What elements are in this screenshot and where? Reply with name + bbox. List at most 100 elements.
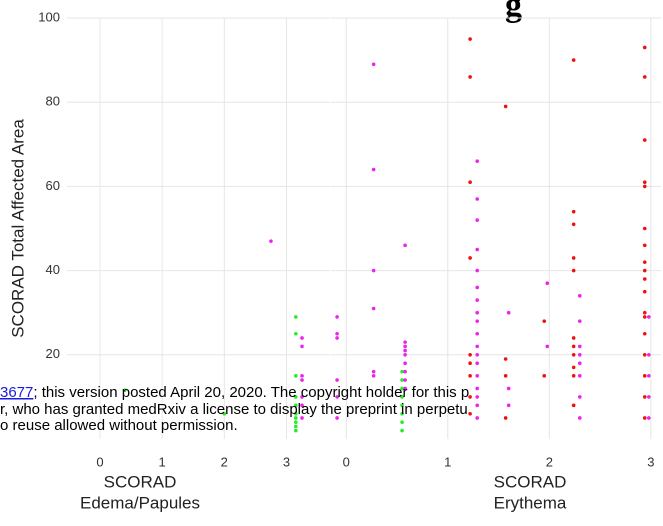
x-tick-label: 3 [647, 454, 654, 469]
point [371, 167, 376, 172]
point [475, 386, 480, 391]
point [475, 331, 480, 336]
point [571, 222, 576, 227]
x-tick-label: 0 [96, 454, 103, 469]
point [335, 315, 339, 319]
point [294, 411, 298, 416]
point [577, 395, 582, 399]
point [647, 395, 651, 399]
point [403, 378, 407, 382]
x-tick-label: 1 [444, 454, 451, 469]
point [642, 138, 647, 142]
point [300, 378, 304, 382]
point [294, 374, 298, 378]
point [403, 340, 407, 344]
point [294, 416, 298, 420]
point [571, 209, 576, 214]
point [294, 428, 298, 433]
point [475, 247, 480, 252]
x-tick-label: 0 [343, 454, 350, 469]
point [371, 369, 376, 374]
point [642, 395, 647, 399]
point [475, 218, 480, 222]
point [371, 62, 376, 67]
point [335, 331, 339, 336]
point [400, 395, 404, 399]
point [403, 369, 407, 374]
point [468, 256, 472, 260]
point [475, 344, 480, 349]
point [506, 403, 511, 408]
point [294, 424, 298, 429]
point [542, 374, 547, 378]
point [642, 315, 647, 319]
point [475, 374, 480, 378]
point [400, 428, 404, 433]
point [222, 411, 227, 416]
x-tick-label: 3 [283, 454, 290, 469]
point [642, 243, 647, 248]
point [577, 319, 582, 323]
watermark-link[interactable]: 3677 [0, 384, 33, 401]
point [371, 306, 376, 311]
point [475, 197, 480, 201]
point [371, 374, 376, 378]
point [475, 268, 480, 273]
point [300, 344, 304, 349]
point [475, 285, 480, 290]
point [642, 310, 647, 315]
x-tick-label: 2 [546, 454, 553, 469]
point [403, 361, 407, 366]
x-axis-title: Edema/Papules [80, 493, 200, 512]
point [571, 365, 576, 370]
point [647, 353, 651, 357]
point [468, 395, 472, 399]
point [571, 353, 576, 357]
point [642, 331, 647, 336]
point [335, 378, 339, 382]
x-tick-label: 1 [159, 454, 166, 469]
watermark-line: o reuse allowed without permission. [0, 417, 238, 434]
point [300, 395, 304, 399]
point [475, 319, 480, 323]
point [123, 388, 127, 392]
point [503, 104, 508, 109]
point [642, 260, 647, 264]
point [294, 395, 298, 399]
point [647, 374, 651, 378]
y-tick-label: 80 [46, 94, 60, 109]
point [400, 403, 404, 408]
point [577, 344, 582, 349]
point [642, 226, 647, 231]
point [647, 416, 651, 420]
point [294, 403, 298, 408]
point [475, 353, 480, 357]
y-tick-label: 40 [46, 262, 60, 277]
point [642, 184, 647, 189]
point [475, 416, 480, 420]
point [577, 361, 582, 366]
x-axis-title: Erythema [494, 493, 567, 512]
point [503, 374, 508, 378]
point [577, 294, 582, 298]
point [506, 386, 511, 391]
point [468, 374, 472, 378]
x-axis-title: SCORAD [104, 472, 177, 491]
point [468, 361, 472, 366]
point [403, 243, 407, 248]
point [506, 310, 511, 315]
y-tick-label: 60 [46, 178, 60, 193]
point [403, 344, 407, 349]
point [571, 58, 576, 62]
point [403, 348, 407, 353]
point [300, 336, 304, 340]
point [475, 395, 480, 399]
point [335, 395, 339, 399]
point [571, 403, 576, 408]
x-axis-title: SCORAD [494, 472, 567, 491]
point [335, 336, 339, 340]
point [642, 45, 647, 50]
point [400, 411, 404, 416]
point [475, 403, 480, 408]
point [503, 416, 508, 420]
